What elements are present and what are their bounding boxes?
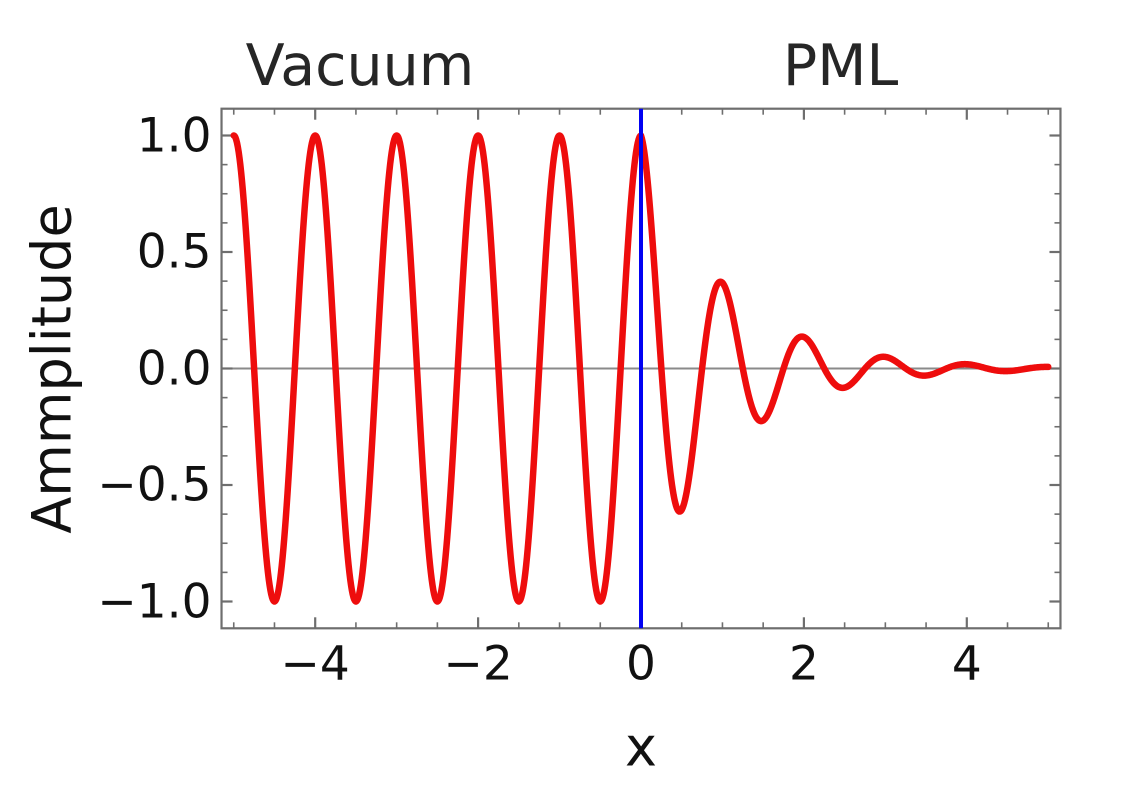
- x-axis-label: x: [625, 715, 657, 779]
- x-tick-label: 0: [626, 636, 656, 692]
- x-tick-label: −2: [443, 636, 513, 692]
- y-tick-label: 1.0: [136, 108, 212, 163]
- region-label-pml: PML: [782, 33, 899, 99]
- x-tick-label: −4: [280, 636, 350, 692]
- y-tick-label: −0.5: [97, 457, 212, 513]
- region-label-vacuum: Vacuum: [245, 33, 475, 99]
- y-tick-label: 0.0: [136, 341, 212, 396]
- y-tick-label: −1.0: [97, 574, 212, 629]
- y-tick-label: 0.5: [136, 224, 212, 280]
- x-tick-label: 4: [951, 636, 982, 692]
- x-tick-label: 2: [788, 636, 819, 692]
